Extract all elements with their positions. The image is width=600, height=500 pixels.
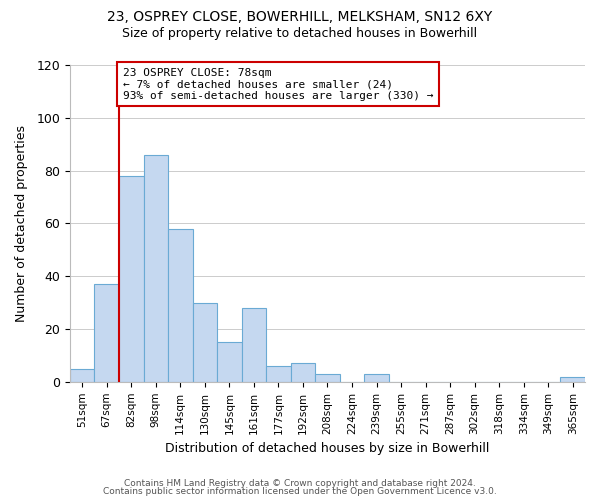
Bar (119, 176, 143, 382)
Text: 23 OSPREY CLOSE: 78sqm
← 7% of detached houses are smaller (24)
93% of semi-deta: 23 OSPREY CLOSE: 78sqm ← 7% of detached … (122, 68, 433, 101)
Bar (290, 364, 315, 382)
Bar (266, 366, 290, 382)
Text: 23, OSPREY CLOSE, BOWERHILL, MELKSHAM, SN12 6XY: 23, OSPREY CLOSE, BOWERHILL, MELKSHAM, S… (107, 10, 493, 24)
Bar (70, 368, 94, 382)
Bar (168, 228, 193, 382)
Y-axis label: Number of detached properties: Number of detached properties (15, 125, 28, 322)
Bar (242, 308, 266, 382)
Text: Contains HM Land Registry data © Crown copyright and database right 2024.: Contains HM Land Registry data © Crown c… (124, 478, 476, 488)
Bar (193, 302, 217, 382)
Bar (315, 374, 340, 382)
Bar (94, 284, 119, 382)
Bar (143, 155, 168, 382)
Bar (217, 342, 242, 382)
Bar (560, 376, 585, 382)
Text: Contains public sector information licensed under the Open Government Licence v3: Contains public sector information licen… (103, 487, 497, 496)
Text: Size of property relative to detached houses in Bowerhill: Size of property relative to detached ho… (122, 28, 478, 40)
Bar (364, 374, 389, 382)
X-axis label: Distribution of detached houses by size in Bowerhill: Distribution of detached houses by size … (165, 442, 490, 455)
